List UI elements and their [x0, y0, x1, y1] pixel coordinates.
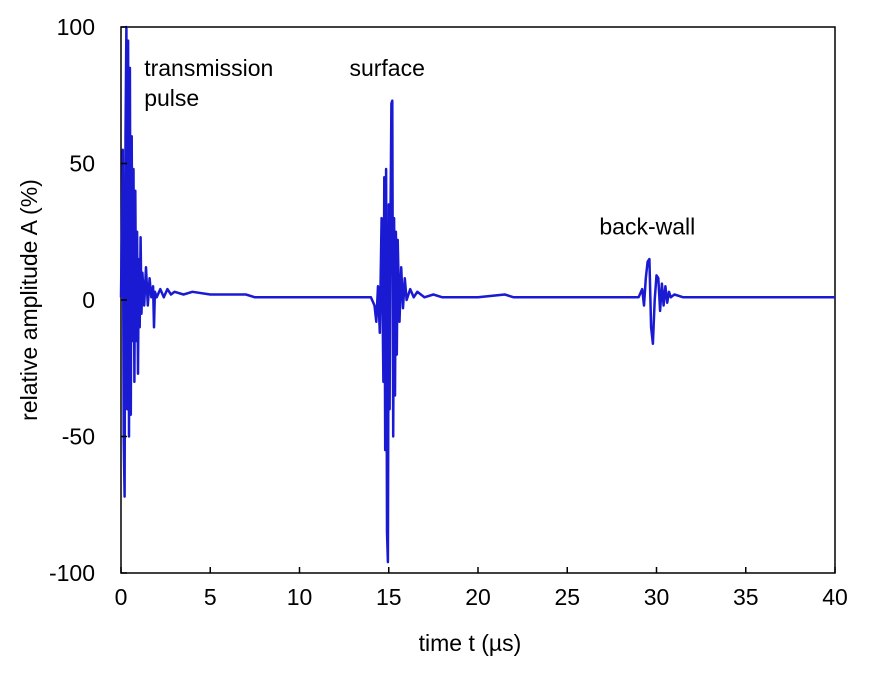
x-tick-label: 10 [287, 584, 313, 610]
annotation-transmission: transmission pulse [144, 55, 273, 111]
annotation-surface: surface [349, 55, 424, 81]
annotation-backwall: back-wall [599, 213, 695, 239]
x-tick-label: 30 [644, 584, 670, 610]
series-line-0 [119, 25, 835, 564]
y-tick-label: -100 [49, 560, 95, 586]
x-tick-label: 0 [115, 584, 128, 610]
x-tick-label: 35 [733, 584, 759, 610]
annotation-layer: transmission pulse surface back-wall [144, 55, 695, 239]
x-tick-label: 40 [822, 584, 848, 610]
x-tick-label: 5 [204, 584, 217, 610]
x-axis-label: time t (µs) [419, 630, 522, 656]
y-tick-label: 100 [57, 14, 95, 40]
y-axis-label: relative amplitude A (%) [16, 179, 42, 421]
ticks-layer: 0 5 10 15 20 25 30 35 40 -100 -50 0 50 100 [49, 14, 848, 610]
plot-frame [120, 26, 836, 574]
y-tick-label: -50 [62, 424, 95, 450]
plot-area [120, 26, 836, 574]
series-layer [119, 25, 835, 564]
y-tick-label: 0 [82, 287, 95, 313]
y-tick-label: 50 [69, 151, 95, 177]
x-tick-label: 20 [465, 584, 491, 610]
x-tick-label: 25 [554, 584, 580, 610]
x-tick-label: 15 [376, 584, 402, 610]
